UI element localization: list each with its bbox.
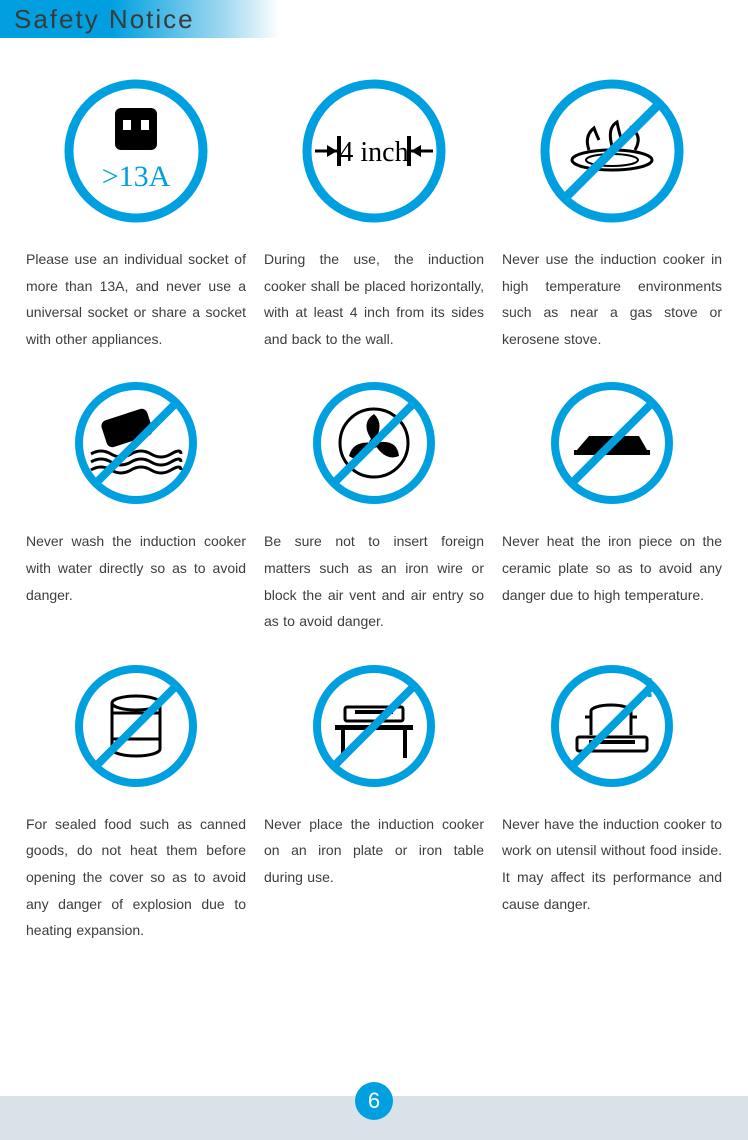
safety-item: Be sure not to insert foreign matters su… <box>264 380 484 634</box>
no-iron-table-icon <box>311 663 437 789</box>
safety-item: Never heat the iron piece on the ceramic… <box>502 380 722 634</box>
safety-text: Please use an individual socket of more … <box>26 246 246 352</box>
safety-text: Never heat the iron piece on the ceramic… <box>502 528 722 608</box>
socket-13a-icon: >13A <box>63 78 209 224</box>
safety-grid: >13A Please use an individual socket of … <box>0 38 748 944</box>
safety-item: Never use the induction cooker in high t… <box>502 78 722 352</box>
safety-item: Never place the induction cooker on an i… <box>264 663 484 944</box>
safety-text: Never use the induction cooker in high t… <box>502 246 722 352</box>
safety-text: During the use, the induction cooker sha… <box>264 246 484 352</box>
page-number: 6 <box>355 1082 393 1120</box>
footer-band: 6 <box>0 1096 748 1140</box>
safety-item: For sealed food such as canned goods, do… <box>26 663 246 944</box>
safety-text: Never place the induction cooker on an i… <box>264 811 484 891</box>
svg-text:>13A: >13A <box>102 160 171 193</box>
no-canned-icon <box>73 663 199 789</box>
no-empty-pot-icon: ! <box>549 663 675 789</box>
header-band: Safety Notice <box>0 0 280 38</box>
safety-text: For sealed food such as canned goods, do… <box>26 811 246 944</box>
safety-item: >13A Please use an individual socket of … <box>26 78 246 352</box>
safety-item: Never wash the induction cooker with wat… <box>26 380 246 634</box>
safety-item: 4 inch During the use, the induction coo… <box>264 78 484 352</box>
no-block-vent-icon <box>311 380 437 506</box>
safety-item: ! Never have the induction cooker to wor… <box>502 663 722 944</box>
safety-text: Never have the induction cooker to work … <box>502 811 722 917</box>
safety-text: Never wash the induction cooker with wat… <box>26 528 246 608</box>
page-title: Safety Notice <box>14 4 195 35</box>
no-wash-icon <box>73 380 199 506</box>
no-iron-piece-icon <box>549 380 675 506</box>
svg-text:4 inch: 4 inch <box>339 137 408 168</box>
no-gas-stove-icon <box>539 78 685 224</box>
four-inch-icon: 4 inch <box>301 78 447 224</box>
safety-text: Be sure not to insert foreign matters su… <box>264 528 484 634</box>
